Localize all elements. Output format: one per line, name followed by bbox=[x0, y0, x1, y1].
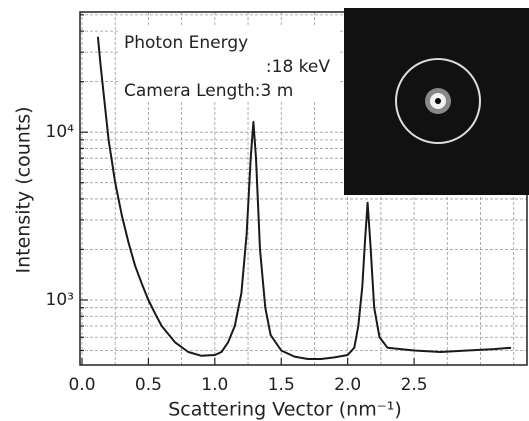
x-tick-label: 0.0 bbox=[68, 375, 95, 395]
inset-beamstop bbox=[435, 98, 441, 104]
y-axis-label: Intensity (counts) bbox=[13, 106, 35, 273]
chart: Scattering Vector (nm⁻¹) Intensity (coun… bbox=[0, 0, 529, 421]
x-tick-label: 0.5 bbox=[135, 375, 162, 395]
x-axis-label: Scattering Vector (nm⁻¹) bbox=[168, 399, 402, 421]
inset-image bbox=[344, 8, 529, 195]
annotation: Camera Length:3 m bbox=[124, 81, 293, 101]
annotation: Photon Energy bbox=[124, 33, 248, 53]
y-tick-label: 10⁴ bbox=[46, 122, 75, 142]
annotation: :18 keV bbox=[266, 57, 330, 77]
x-tick-label: 1.0 bbox=[201, 375, 228, 395]
y-tick-label: 10³ bbox=[46, 290, 74, 310]
x-tick-label: 1.5 bbox=[268, 375, 295, 395]
x-tick-label: 2.5 bbox=[401, 375, 428, 395]
x-tick-label: 2.0 bbox=[334, 375, 361, 395]
